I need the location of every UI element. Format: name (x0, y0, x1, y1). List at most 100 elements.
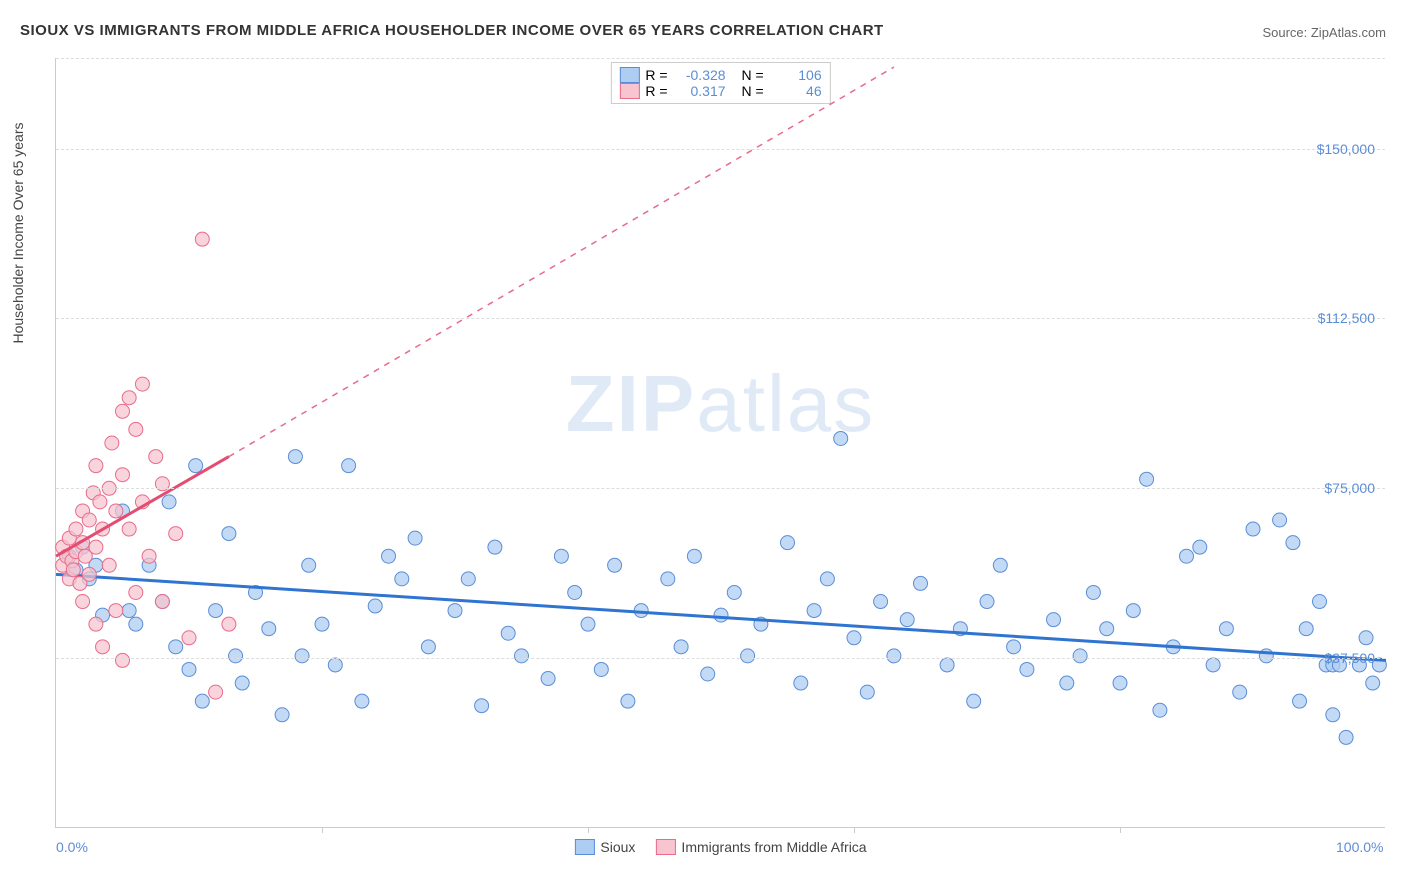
data-point (967, 694, 981, 708)
data-point (195, 694, 209, 708)
data-point (541, 672, 555, 686)
data-point (229, 649, 243, 663)
chart-title: SIOUX VS IMMIGRANTS FROM MIDDLE AFRICA H… (20, 22, 884, 39)
data-point (116, 468, 130, 482)
data-point (1366, 676, 1380, 690)
data-point (1113, 676, 1127, 690)
data-point (96, 640, 110, 654)
data-point (807, 604, 821, 618)
data-point (209, 685, 223, 699)
data-point (1007, 640, 1021, 654)
y-tick-label: $150,000 (1317, 141, 1375, 157)
data-point (1047, 613, 1061, 627)
legend-item-sioux: Sioux (574, 839, 635, 855)
data-point (1293, 694, 1307, 708)
grid-line (56, 488, 1385, 489)
data-point (116, 404, 130, 418)
x-tick (1120, 827, 1121, 833)
data-point (82, 567, 96, 581)
data-point (900, 613, 914, 627)
data-point (1086, 585, 1100, 599)
data-point (554, 549, 568, 563)
y-tick-label: $112,500 (1318, 310, 1375, 326)
x-tick-label: 0.0% (56, 839, 88, 855)
grid-line (56, 318, 1385, 319)
data-point (102, 558, 116, 572)
data-point (169, 640, 183, 654)
data-point (262, 622, 276, 636)
data-point (727, 585, 741, 599)
data-point (368, 599, 382, 613)
data-point (914, 576, 928, 590)
data-point (395, 572, 409, 586)
sioux-label: Sioux (600, 839, 635, 855)
data-point (89, 459, 103, 473)
x-tick (854, 827, 855, 833)
data-point (515, 649, 529, 663)
data-point (302, 558, 316, 572)
source-attribution: Source: ZipAtlas.com (1262, 25, 1386, 40)
data-point (122, 604, 136, 618)
data-point (1206, 658, 1220, 672)
plot-area: ZIPatlas R = -0.328 N = 106 R = 0.317 N … (55, 58, 1385, 828)
data-point (448, 604, 462, 618)
data-point (741, 649, 755, 663)
data-point (149, 450, 163, 464)
data-point (82, 513, 96, 527)
data-point (222, 617, 236, 631)
data-point (820, 572, 834, 586)
data-point (222, 527, 236, 541)
data-point (66, 563, 80, 577)
data-point (834, 431, 848, 445)
data-point (594, 662, 608, 676)
data-point (76, 595, 90, 609)
data-point (1313, 595, 1327, 609)
series-legend: Sioux Immigrants from Middle Africa (574, 839, 866, 855)
data-point (116, 653, 130, 667)
x-tick (588, 827, 589, 833)
data-point (235, 676, 249, 690)
data-point (461, 572, 475, 586)
trend-line (56, 574, 1386, 660)
correlation-chart: SIOUX VS IMMIGRANTS FROM MIDDLE AFRICA H… (0, 0, 1406, 892)
data-point (1299, 622, 1313, 636)
plot-svg (56, 58, 1385, 827)
data-point (687, 549, 701, 563)
data-point (169, 527, 183, 541)
data-point (1073, 649, 1087, 663)
data-point (109, 504, 123, 518)
data-point (122, 522, 136, 536)
data-point (1286, 536, 1300, 550)
y-axis-label: Householder Income Over 65 years (10, 123, 26, 344)
data-point (1060, 676, 1074, 690)
data-point (501, 626, 515, 640)
data-point (874, 595, 888, 609)
data-point (781, 536, 795, 550)
data-point (288, 450, 302, 464)
data-point (1126, 604, 1140, 618)
data-point (355, 694, 369, 708)
data-point (69, 522, 83, 536)
data-point (129, 617, 143, 631)
data-point (93, 495, 107, 509)
data-point (1339, 730, 1353, 744)
immigrants-label: Immigrants from Middle Africa (681, 839, 866, 855)
data-point (1359, 631, 1373, 645)
data-point (674, 640, 688, 654)
data-point (1100, 622, 1114, 636)
data-point (275, 708, 289, 722)
data-point (135, 377, 149, 391)
data-point (621, 694, 635, 708)
data-point (89, 617, 103, 631)
data-point (860, 685, 874, 699)
data-point (209, 604, 223, 618)
data-point (1246, 522, 1260, 536)
data-point (1273, 513, 1287, 527)
data-point (661, 572, 675, 586)
x-tick (322, 827, 323, 833)
data-point (1020, 662, 1034, 676)
data-point (581, 617, 595, 631)
data-point (847, 631, 861, 645)
data-point (89, 540, 103, 554)
data-point (714, 608, 728, 622)
